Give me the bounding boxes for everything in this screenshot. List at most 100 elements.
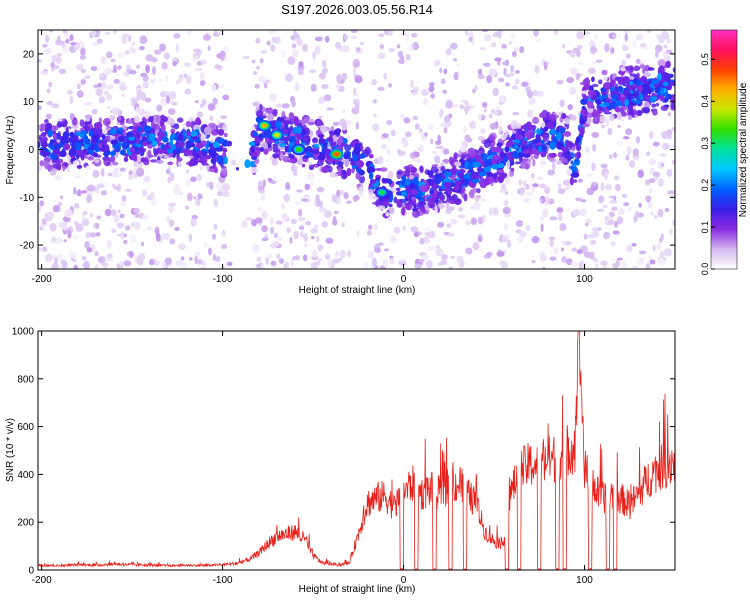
heatmap-cell bbox=[163, 233, 171, 240]
heatmap-cell bbox=[648, 178, 656, 184]
heatmap-cell bbox=[217, 156, 223, 164]
heatmap-cell bbox=[585, 222, 589, 227]
heatmap-cell bbox=[141, 241, 145, 247]
heatmap-cell bbox=[171, 58, 178, 62]
heatmap-cell bbox=[446, 202, 450, 211]
heatmap-cell bbox=[197, 194, 203, 200]
heatmap-cell bbox=[127, 136, 135, 141]
heatmap-cell bbox=[183, 73, 188, 79]
heatmap-cell bbox=[124, 50, 130, 55]
heatmap-cell bbox=[627, 93, 634, 101]
heatmap-cell bbox=[193, 196, 197, 200]
x-tick-label: -200 bbox=[32, 274, 52, 285]
heatmap-cell bbox=[90, 66, 98, 71]
heatmap-hotspot bbox=[273, 132, 280, 138]
heatmap-cell bbox=[532, 158, 536, 167]
heatmap-cell bbox=[304, 183, 311, 191]
heatmap-cell bbox=[190, 135, 198, 140]
heatmap-cell bbox=[661, 142, 670, 150]
heatmap-cell bbox=[62, 30, 68, 34]
heatmap-cell bbox=[119, 260, 124, 266]
heatmap-cell bbox=[297, 216, 306, 221]
heatmap-cell bbox=[252, 132, 258, 137]
heatmap-cell bbox=[652, 141, 660, 147]
heatmap-cell bbox=[317, 244, 323, 252]
heatmap-cell bbox=[658, 34, 665, 44]
colorbar-tick-label: 0.0 bbox=[700, 263, 710, 276]
heatmap-cell bbox=[136, 64, 141, 69]
heatmap-cell bbox=[659, 237, 663, 243]
heatmap-cell bbox=[38, 204, 42, 212]
heatmap-cell bbox=[259, 104, 263, 111]
heatmap-cell bbox=[402, 138, 408, 148]
heatmap-cell bbox=[598, 106, 604, 111]
colorbar: 0.00.10.20.30.40.5 Normalized spectral a… bbox=[700, 29, 749, 276]
heatmap-cell bbox=[352, 195, 360, 201]
heatmap-cell bbox=[153, 149, 158, 158]
heatmap-cell bbox=[563, 123, 568, 127]
heatmap-cell bbox=[544, 195, 550, 205]
heatmap-cell bbox=[321, 220, 328, 228]
heatmap-cell bbox=[652, 96, 657, 101]
heatmap-cell bbox=[185, 121, 192, 128]
heatmap-cell bbox=[74, 142, 82, 151]
heatmap-cell bbox=[332, 215, 337, 225]
heatmap-cell bbox=[145, 64, 150, 74]
heatmap-cell bbox=[662, 30, 667, 35]
heatmap-cell bbox=[620, 116, 625, 123]
heatmap-cell bbox=[195, 198, 201, 206]
heatmap-cell bbox=[98, 256, 105, 264]
heatmap-cell bbox=[309, 180, 314, 190]
heatmap-cell bbox=[468, 159, 476, 164]
heatmap-cell bbox=[396, 44, 401, 49]
heatmap-cell bbox=[595, 263, 599, 269]
heatmap-cell bbox=[439, 67, 443, 74]
heatmap-cell bbox=[509, 72, 515, 77]
heatmap-cell bbox=[105, 84, 114, 91]
heatmap-cell bbox=[46, 164, 53, 170]
heatmap-cell bbox=[168, 202, 177, 207]
heatmap-cell bbox=[196, 143, 204, 149]
heatmap-cell bbox=[667, 190, 675, 195]
heatmap-cell bbox=[86, 194, 92, 204]
heatmap-cell bbox=[94, 159, 100, 163]
heatmap-cell bbox=[500, 133, 507, 141]
heatmap-cell bbox=[222, 147, 228, 153]
heatmap-cell bbox=[418, 259, 425, 263]
heatmap-cell bbox=[57, 162, 62, 171]
heatmap-cell bbox=[134, 221, 141, 231]
heatmap-cell bbox=[50, 139, 55, 144]
heatmap-cell bbox=[390, 129, 396, 137]
heatmap-cell bbox=[63, 239, 67, 243]
heatmap-cell bbox=[178, 191, 183, 195]
heatmap-cell bbox=[382, 133, 389, 139]
heatmap-cell bbox=[141, 94, 145, 102]
heatmap-cell bbox=[386, 120, 393, 126]
heatmap-cell bbox=[269, 116, 274, 121]
heatmap-cell bbox=[478, 236, 483, 242]
heatmap-cell bbox=[657, 72, 662, 81]
heatmap-cell bbox=[648, 67, 655, 71]
heatmap-cell bbox=[317, 153, 326, 161]
heatmap-cell bbox=[82, 134, 89, 142]
heatmap-cell bbox=[303, 254, 308, 262]
heatmap-cell bbox=[639, 64, 646, 69]
heatmap-cell bbox=[110, 58, 116, 63]
heatmap-cell bbox=[510, 34, 515, 39]
heatmap-cell bbox=[569, 87, 577, 95]
heatmap-cell bbox=[113, 64, 117, 74]
heatmap-cell bbox=[335, 250, 339, 257]
heatmap-cell bbox=[454, 161, 462, 167]
heatmap-cell bbox=[611, 94, 619, 99]
heatmap-cell bbox=[628, 160, 636, 168]
heatmap-cell bbox=[410, 226, 419, 233]
y-tick-label: 600 bbox=[17, 422, 34, 433]
heatmap-cell bbox=[434, 206, 438, 216]
heatmap-cell bbox=[494, 146, 502, 153]
heatmap-cell bbox=[564, 117, 571, 125]
heatmap-cell bbox=[433, 59, 440, 67]
heatmap-cell bbox=[80, 68, 87, 74]
heatmap-cell bbox=[326, 137, 334, 142]
heatmap-cell bbox=[574, 158, 580, 164]
heatmap-cell bbox=[125, 153, 129, 158]
